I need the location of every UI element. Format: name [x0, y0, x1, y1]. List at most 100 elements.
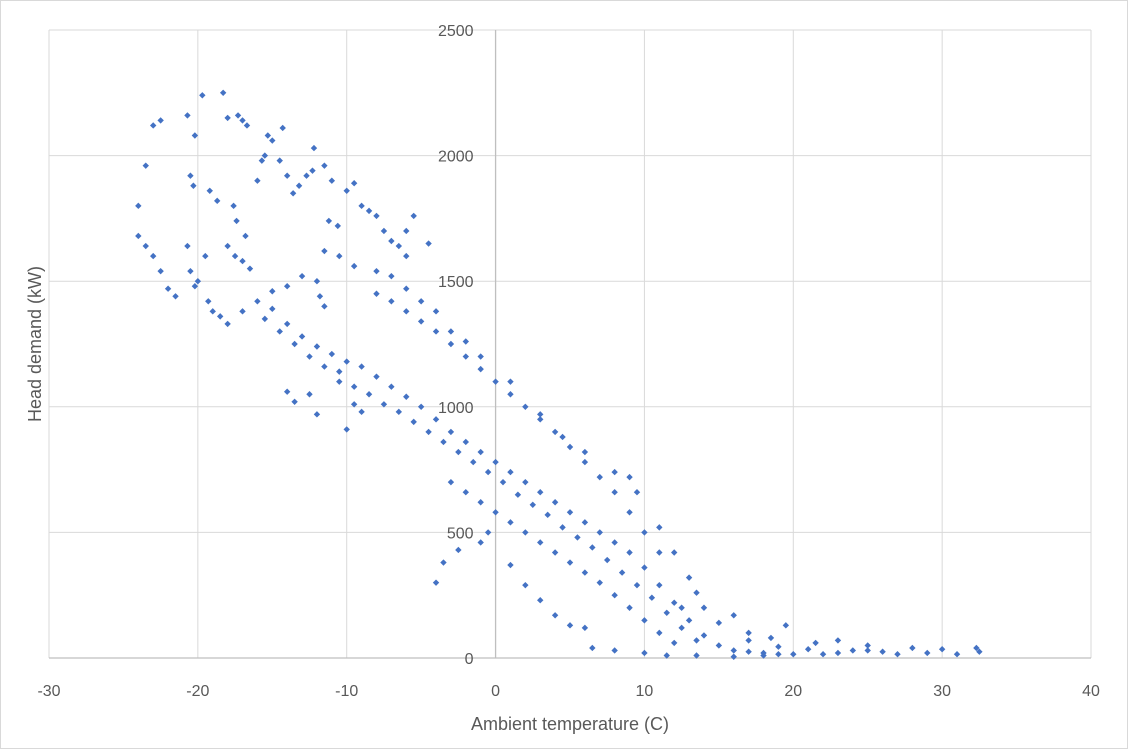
- data-point: [447, 428, 455, 436]
- data-point: [604, 556, 611, 564]
- data-point: [295, 182, 303, 189]
- data-point: [581, 519, 589, 526]
- data-point: [306, 353, 313, 360]
- data-point: [551, 428, 559, 436]
- data-point: [343, 358, 350, 365]
- data-point: [492, 378, 499, 385]
- data-point: [239, 308, 246, 315]
- data-point: [663, 609, 670, 616]
- data-point: [455, 448, 462, 456]
- data-point: [417, 298, 425, 305]
- data-point: [269, 137, 276, 144]
- data-point: [938, 646, 946, 653]
- data-point: [313, 278, 321, 285]
- data-point: [373, 212, 380, 220]
- data-point: [157, 117, 164, 124]
- data-point: [350, 383, 358, 390]
- data-point: [230, 202, 237, 210]
- x-tick-label: 20: [784, 683, 802, 700]
- data-point: [484, 529, 492, 536]
- data-point: [775, 643, 782, 650]
- data-point: [522, 581, 529, 589]
- x-axis-title: Ambient temperature (C): [471, 714, 669, 734]
- data-point: [373, 290, 380, 297]
- data-point: [671, 599, 678, 606]
- data-point: [462, 489, 469, 496]
- data-point: [551, 499, 559, 506]
- data-point: [544, 511, 551, 519]
- data-point: [269, 288, 276, 295]
- data-point: [254, 298, 261, 305]
- data-point: [581, 624, 589, 632]
- data-point: [328, 350, 336, 358]
- data-point: [611, 539, 618, 546]
- x-tick-label: -10: [335, 683, 358, 700]
- data-point: [477, 365, 484, 373]
- data-point: [715, 619, 723, 627]
- data-point: [242, 232, 249, 240]
- data-point: [261, 315, 269, 323]
- data-point: [626, 473, 633, 481]
- data-point: [455, 546, 462, 554]
- data-point: [388, 237, 395, 245]
- data-point: [432, 579, 440, 586]
- data-point: [656, 549, 663, 556]
- data-point: [403, 393, 410, 400]
- data-point: [648, 594, 656, 601]
- data-point: [336, 252, 343, 260]
- data-point: [243, 122, 251, 129]
- data-point: [350, 262, 358, 270]
- data-point: [596, 473, 603, 481]
- x-tick-label: -30: [37, 683, 60, 700]
- data-point: [477, 539, 484, 546]
- data-point: [656, 524, 663, 531]
- axes: [49, 30, 1091, 659]
- data-point: [239, 257, 246, 265]
- data-point: [321, 247, 328, 255]
- data-point: [522, 478, 529, 486]
- data-point: [812, 639, 819, 647]
- data-point: [172, 293, 179, 300]
- data-point: [313, 343, 321, 350]
- data-point: [551, 549, 559, 556]
- data-point: [309, 167, 316, 174]
- data-point: [849, 647, 857, 654]
- data-point: [336, 378, 343, 385]
- data-point: [440, 559, 447, 566]
- data-point: [142, 242, 149, 250]
- data-point: [730, 612, 737, 619]
- data-point: [745, 629, 752, 637]
- data-point: [283, 283, 291, 290]
- data-point: [432, 416, 440, 423]
- x-tick-label: 40: [1082, 683, 1100, 700]
- data-point: [234, 112, 242, 119]
- data-point: [678, 604, 685, 611]
- x-tick-label: 10: [636, 683, 654, 700]
- data-point: [566, 559, 574, 566]
- y-tick-label: 1500: [438, 274, 474, 291]
- data-point: [276, 157, 283, 164]
- data-point: [589, 544, 596, 551]
- data-point: [581, 448, 589, 456]
- data-point: [283, 320, 291, 328]
- data-point: [432, 308, 440, 315]
- data-point: [150, 252, 157, 260]
- data-point: [700, 604, 708, 611]
- data-point: [626, 509, 633, 516]
- data-point: [470, 458, 477, 466]
- data-point: [589, 644, 596, 652]
- data-point: [254, 177, 261, 184]
- data-point: [685, 617, 693, 624]
- y-axis-title: Head demand (kW): [25, 266, 45, 422]
- data-point: [380, 227, 388, 235]
- data-point: [507, 391, 514, 398]
- data-point: [388, 272, 395, 280]
- data-point: [730, 647, 737, 654]
- x-tick-label: 30: [933, 683, 951, 700]
- data-point: [246, 265, 254, 272]
- data-point: [142, 162, 149, 169]
- data-point: [656, 629, 663, 637]
- data-point: [973, 644, 980, 652]
- data-point: [388, 298, 395, 305]
